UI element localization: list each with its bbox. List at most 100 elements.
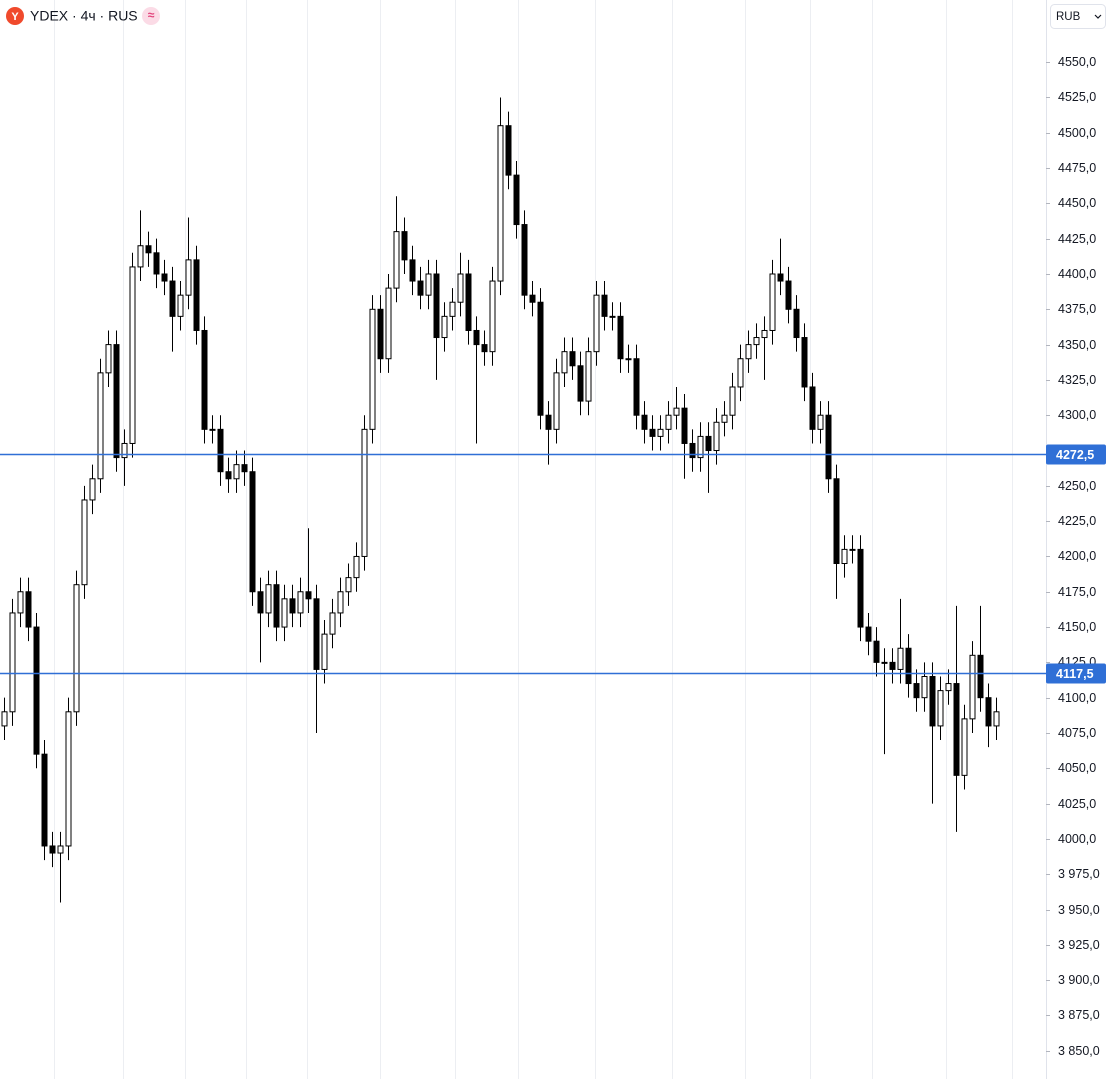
candle-body [65, 711, 72, 847]
candle-body [521, 224, 528, 296]
candle-body [233, 464, 240, 480]
candle-body [881, 661, 888, 664]
candle-body [601, 294, 608, 317]
candle-body [25, 591, 32, 628]
y-tick-label: 4450,0 [1058, 196, 1096, 210]
y-tick-label: 4325,0 [1058, 373, 1096, 387]
price-axis: 4550,0 4525,0 4500,0 4475,0 4450,0 4425,0 4400… [1046, 55, 1106, 1058]
candle-body [209, 428, 216, 431]
candle-body [177, 294, 184, 317]
candle-body [953, 683, 960, 776]
candle-body [481, 344, 488, 353]
symbol-title: YDEX · 4ч · RUS [30, 8, 138, 24]
candle-body [841, 548, 848, 565]
candle-body [401, 231, 408, 261]
badge-text: ≈ [148, 8, 155, 22]
candle-body [153, 252, 160, 275]
candle-body [425, 273, 432, 296]
candle-body [913, 683, 920, 699]
candle-body [465, 273, 472, 331]
candle-body [89, 478, 96, 501]
candle-body [769, 273, 776, 331]
candle-body [225, 471, 232, 480]
candle-body [705, 435, 712, 452]
candle-body [785, 280, 792, 310]
candle-body [529, 294, 536, 303]
candle-body [825, 414, 832, 480]
currency-button[interactable]: RUB [1050, 4, 1106, 29]
candle-body [121, 442, 128, 459]
candle-body [689, 442, 696, 459]
candle-body [449, 301, 456, 317]
candle-body [697, 435, 704, 459]
candle-body [353, 555, 360, 579]
candle-body [113, 344, 120, 459]
candle-body [185, 259, 192, 296]
candle-body [641, 414, 648, 430]
candle-body [833, 478, 840, 565]
candle-body [617, 315, 624, 360]
candle-body [945, 683, 952, 692]
candle-body [385, 287, 392, 360]
candle-body [41, 753, 48, 847]
candle-body [961, 718, 968, 776]
candle-body [273, 584, 280, 628]
y-tick-label: 4100,0 [1058, 691, 1096, 705]
currency-box[interactable] [1050, 4, 1106, 29]
candle-body [977, 654, 984, 699]
candle-body [305, 591, 312, 600]
candle-body [585, 351, 592, 402]
candle-body [937, 690, 944, 727]
candle-body [217, 428, 224, 473]
candle-body [201, 329, 208, 430]
candle-body [137, 245, 144, 268]
candle-body [737, 358, 744, 388]
candle-body [265, 584, 272, 614]
candle-body [801, 337, 808, 388]
y-tick-label: 4025,0 [1058, 797, 1096, 811]
candle-body [553, 372, 560, 430]
y-tick-label: 4150,0 [1058, 620, 1096, 634]
y-tick-label: 3 900,0 [1058, 973, 1100, 987]
candle-body [649, 428, 656, 437]
candle-body [753, 337, 760, 346]
candle-body [793, 308, 800, 339]
dropdown-arrow [1094, 14, 1102, 19]
price-line-label-box [1046, 663, 1106, 684]
candle-body [81, 499, 88, 586]
y-tick-label: 4500,0 [1058, 126, 1096, 140]
badge [142, 7, 160, 25]
y-tick-label: 3 850,0 [1058, 1044, 1100, 1058]
price-line-label: 4117,5 [1056, 667, 1094, 681]
candle-body [329, 612, 336, 635]
logo-letter: Y [11, 11, 19, 23]
candle-body [681, 407, 688, 444]
candle-body [57, 845, 64, 854]
candle-body [929, 675, 936, 727]
y-tick-label: 4250,0 [1058, 479, 1096, 493]
y-tick-label: 4225,0 [1058, 514, 1096, 528]
candle-body [513, 174, 520, 226]
y-tick-label: 3 975,0 [1058, 867, 1100, 881]
candle-body [817, 414, 824, 430]
candle-body [441, 315, 448, 339]
candle-body [161, 273, 168, 282]
header: Y YDEX · 4ч · RUS ≈ [6, 7, 160, 25]
candle-body [505, 125, 512, 176]
candle-body [809, 386, 816, 430]
candle-body [865, 626, 872, 642]
candle-body [409, 259, 416, 282]
candle-body [281, 598, 288, 628]
y-tick-label: 4375,0 [1058, 302, 1096, 316]
candle-body [457, 273, 464, 303]
candle-body [921, 675, 928, 699]
candle-body [49, 845, 56, 854]
candle-body [713, 421, 720, 452]
candle-body [417, 280, 424, 296]
candle-body [337, 591, 344, 614]
currency-label[interactable]: RUB [1056, 11, 1081, 23]
candle-body [561, 351, 568, 374]
